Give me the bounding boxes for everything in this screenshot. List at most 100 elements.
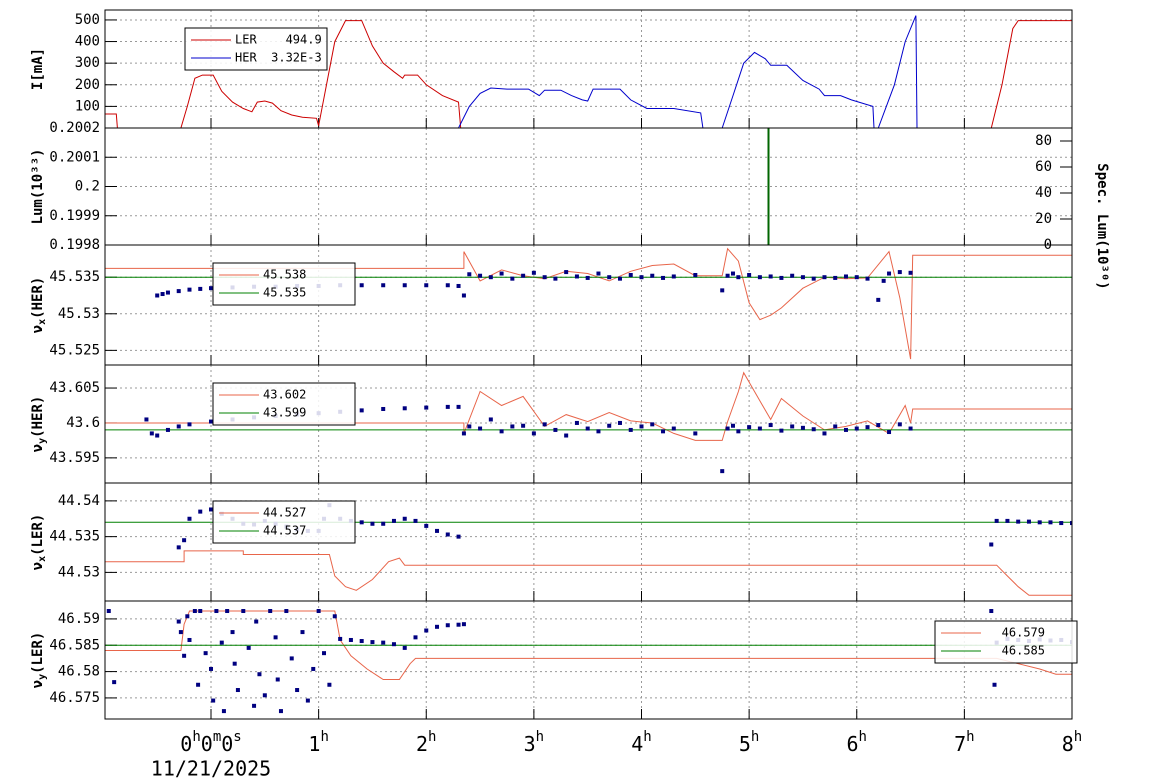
data-point: [332, 614, 337, 619]
data-point: [370, 640, 375, 645]
data-point: [461, 293, 466, 298]
data-point: [992, 682, 997, 687]
data-point: [424, 523, 429, 528]
data-point: [897, 422, 902, 427]
y-axis-label: νx(LER): [30, 514, 48, 571]
data-point: [693, 273, 698, 277]
data-point: [381, 521, 386, 526]
data-point: [467, 272, 472, 277]
data-point: [779, 275, 784, 280]
data-point: [456, 622, 461, 627]
data-point: [730, 423, 735, 428]
data-point: [155, 433, 160, 438]
data-point: [300, 630, 305, 635]
data-point: [887, 430, 892, 435]
legend-label: 45.538: [263, 268, 306, 282]
data-point: [402, 516, 407, 521]
data-point: [187, 637, 192, 642]
data-point: [182, 653, 187, 658]
data-point: [865, 425, 870, 430]
data-point: [311, 666, 316, 671]
x-tick-label: 6h: [847, 729, 867, 756]
data-point: [461, 622, 466, 627]
data-point: [499, 429, 504, 434]
legend-label: LER 494.9: [235, 33, 322, 47]
x-tick-label: 5h: [739, 729, 759, 756]
data-point: [822, 275, 827, 280]
data-point: [381, 406, 386, 411]
x-tick-label: 2h: [416, 729, 436, 756]
data-point: [730, 271, 735, 276]
data-point: [768, 274, 773, 279]
data-point: [246, 645, 251, 650]
y-tick-label: 0.1999: [49, 208, 100, 224]
data-point: [203, 651, 208, 656]
data-point: [510, 424, 515, 429]
y-tick-label: 0.2: [75, 179, 100, 195]
y-axis-label: νy(HER): [30, 396, 48, 453]
data-point: [908, 270, 913, 275]
data-point: [617, 276, 622, 281]
legend-box: [212, 500, 356, 544]
data-point: [402, 406, 407, 411]
data-point: [585, 426, 590, 431]
y-tick-label: 200: [75, 77, 100, 93]
data-point: [435, 528, 440, 533]
legend-box: [934, 620, 1078, 664]
data-point: [650, 273, 655, 278]
data-point: [585, 275, 590, 280]
data-point: [639, 275, 644, 280]
data-point: [295, 688, 300, 693]
data-point: [235, 688, 240, 693]
data-point: [779, 428, 784, 433]
series-group: [105, 609, 1072, 714]
data-point: [359, 520, 364, 525]
data-point: [1048, 520, 1053, 525]
y2-axis-label: Spec. Lum(10³⁰): [1094, 163, 1110, 289]
data-point: [994, 518, 999, 523]
legend-box: [184, 27, 328, 71]
data-point: [106, 609, 111, 614]
y2-tick-label: 60: [1035, 159, 1052, 175]
data-point: [671, 426, 676, 431]
data-point: [693, 431, 698, 436]
data-point: [757, 275, 762, 280]
legend-label: 44.527: [263, 506, 306, 520]
data-point: [196, 682, 201, 687]
data-point: [316, 609, 321, 614]
series-line: [105, 15, 1072, 128]
data-point: [736, 429, 741, 434]
data-point: [211, 698, 216, 703]
data-point: [542, 275, 547, 280]
data-point: [402, 283, 407, 288]
data-point: [989, 542, 994, 547]
data-point: [478, 273, 483, 278]
y-tick-label: 46.58: [58, 664, 100, 680]
y-axis-label: Lum(10³³): [30, 149, 46, 225]
data-point: [144, 417, 149, 422]
panel: 46.575 46.58 46.585 46.59 νy(LER) 46.579 46.58…: [30, 600, 1078, 720]
series-group: [105, 371, 1072, 474]
series-line: [105, 371, 1072, 441]
data-point: [876, 297, 881, 302]
data-point: [252, 703, 257, 708]
data-point: [800, 425, 805, 430]
data-point: [887, 271, 892, 276]
data-point: [391, 518, 396, 523]
data-point: [811, 276, 816, 281]
data-point: [639, 424, 644, 429]
data-point: [273, 635, 278, 640]
data-point: [456, 283, 461, 288]
data-point: [531, 270, 536, 275]
data-point: [348, 637, 353, 642]
data-point: [596, 271, 601, 276]
y-axis-label: νy(LER): [30, 632, 48, 689]
data-point: [661, 275, 666, 280]
data-point: [833, 275, 838, 280]
series-line: [105, 550, 1072, 596]
data-point: [198, 509, 203, 514]
data-point: [628, 427, 633, 432]
